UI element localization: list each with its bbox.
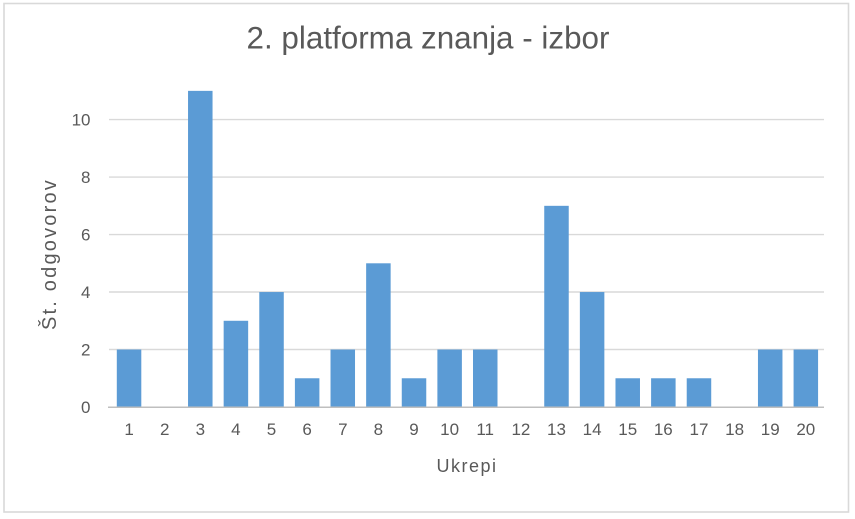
svg-text:2: 2 bbox=[160, 420, 169, 439]
svg-text:4: 4 bbox=[231, 420, 240, 439]
svg-text:14: 14 bbox=[583, 420, 602, 439]
svg-text:9: 9 bbox=[409, 420, 418, 439]
svg-text:11: 11 bbox=[476, 420, 494, 439]
svg-text:Ukrepi: Ukrepi bbox=[436, 456, 497, 476]
svg-text:7: 7 bbox=[338, 420, 347, 439]
svg-text:20: 20 bbox=[796, 420, 815, 439]
svg-text:0: 0 bbox=[81, 398, 90, 417]
svg-text:1: 1 bbox=[124, 420, 133, 439]
svg-text:15: 15 bbox=[618, 420, 637, 439]
svg-text:10: 10 bbox=[72, 111, 91, 130]
svg-text:5: 5 bbox=[267, 420, 276, 439]
svg-text:6: 6 bbox=[81, 226, 90, 245]
svg-text:16: 16 bbox=[654, 420, 673, 439]
svg-text:6: 6 bbox=[302, 420, 311, 439]
svg-text:8: 8 bbox=[374, 420, 383, 439]
svg-text:8: 8 bbox=[81, 168, 90, 187]
svg-text:2. platforma znanja - izbor: 2. platforma znanja - izbor bbox=[247, 21, 610, 56]
svg-text:4: 4 bbox=[81, 283, 90, 302]
svg-text:18: 18 bbox=[725, 420, 744, 439]
svg-text:13: 13 bbox=[547, 420, 566, 439]
svg-text:12: 12 bbox=[511, 420, 530, 439]
svg-text:2: 2 bbox=[81, 341, 90, 360]
svg-text:17: 17 bbox=[690, 420, 709, 439]
svg-text:19: 19 bbox=[761, 420, 780, 439]
svg-text:Št. odgovorov: Št. odgovorov bbox=[38, 178, 61, 330]
svg-text:10: 10 bbox=[440, 420, 459, 439]
svg-text:3: 3 bbox=[196, 420, 205, 439]
